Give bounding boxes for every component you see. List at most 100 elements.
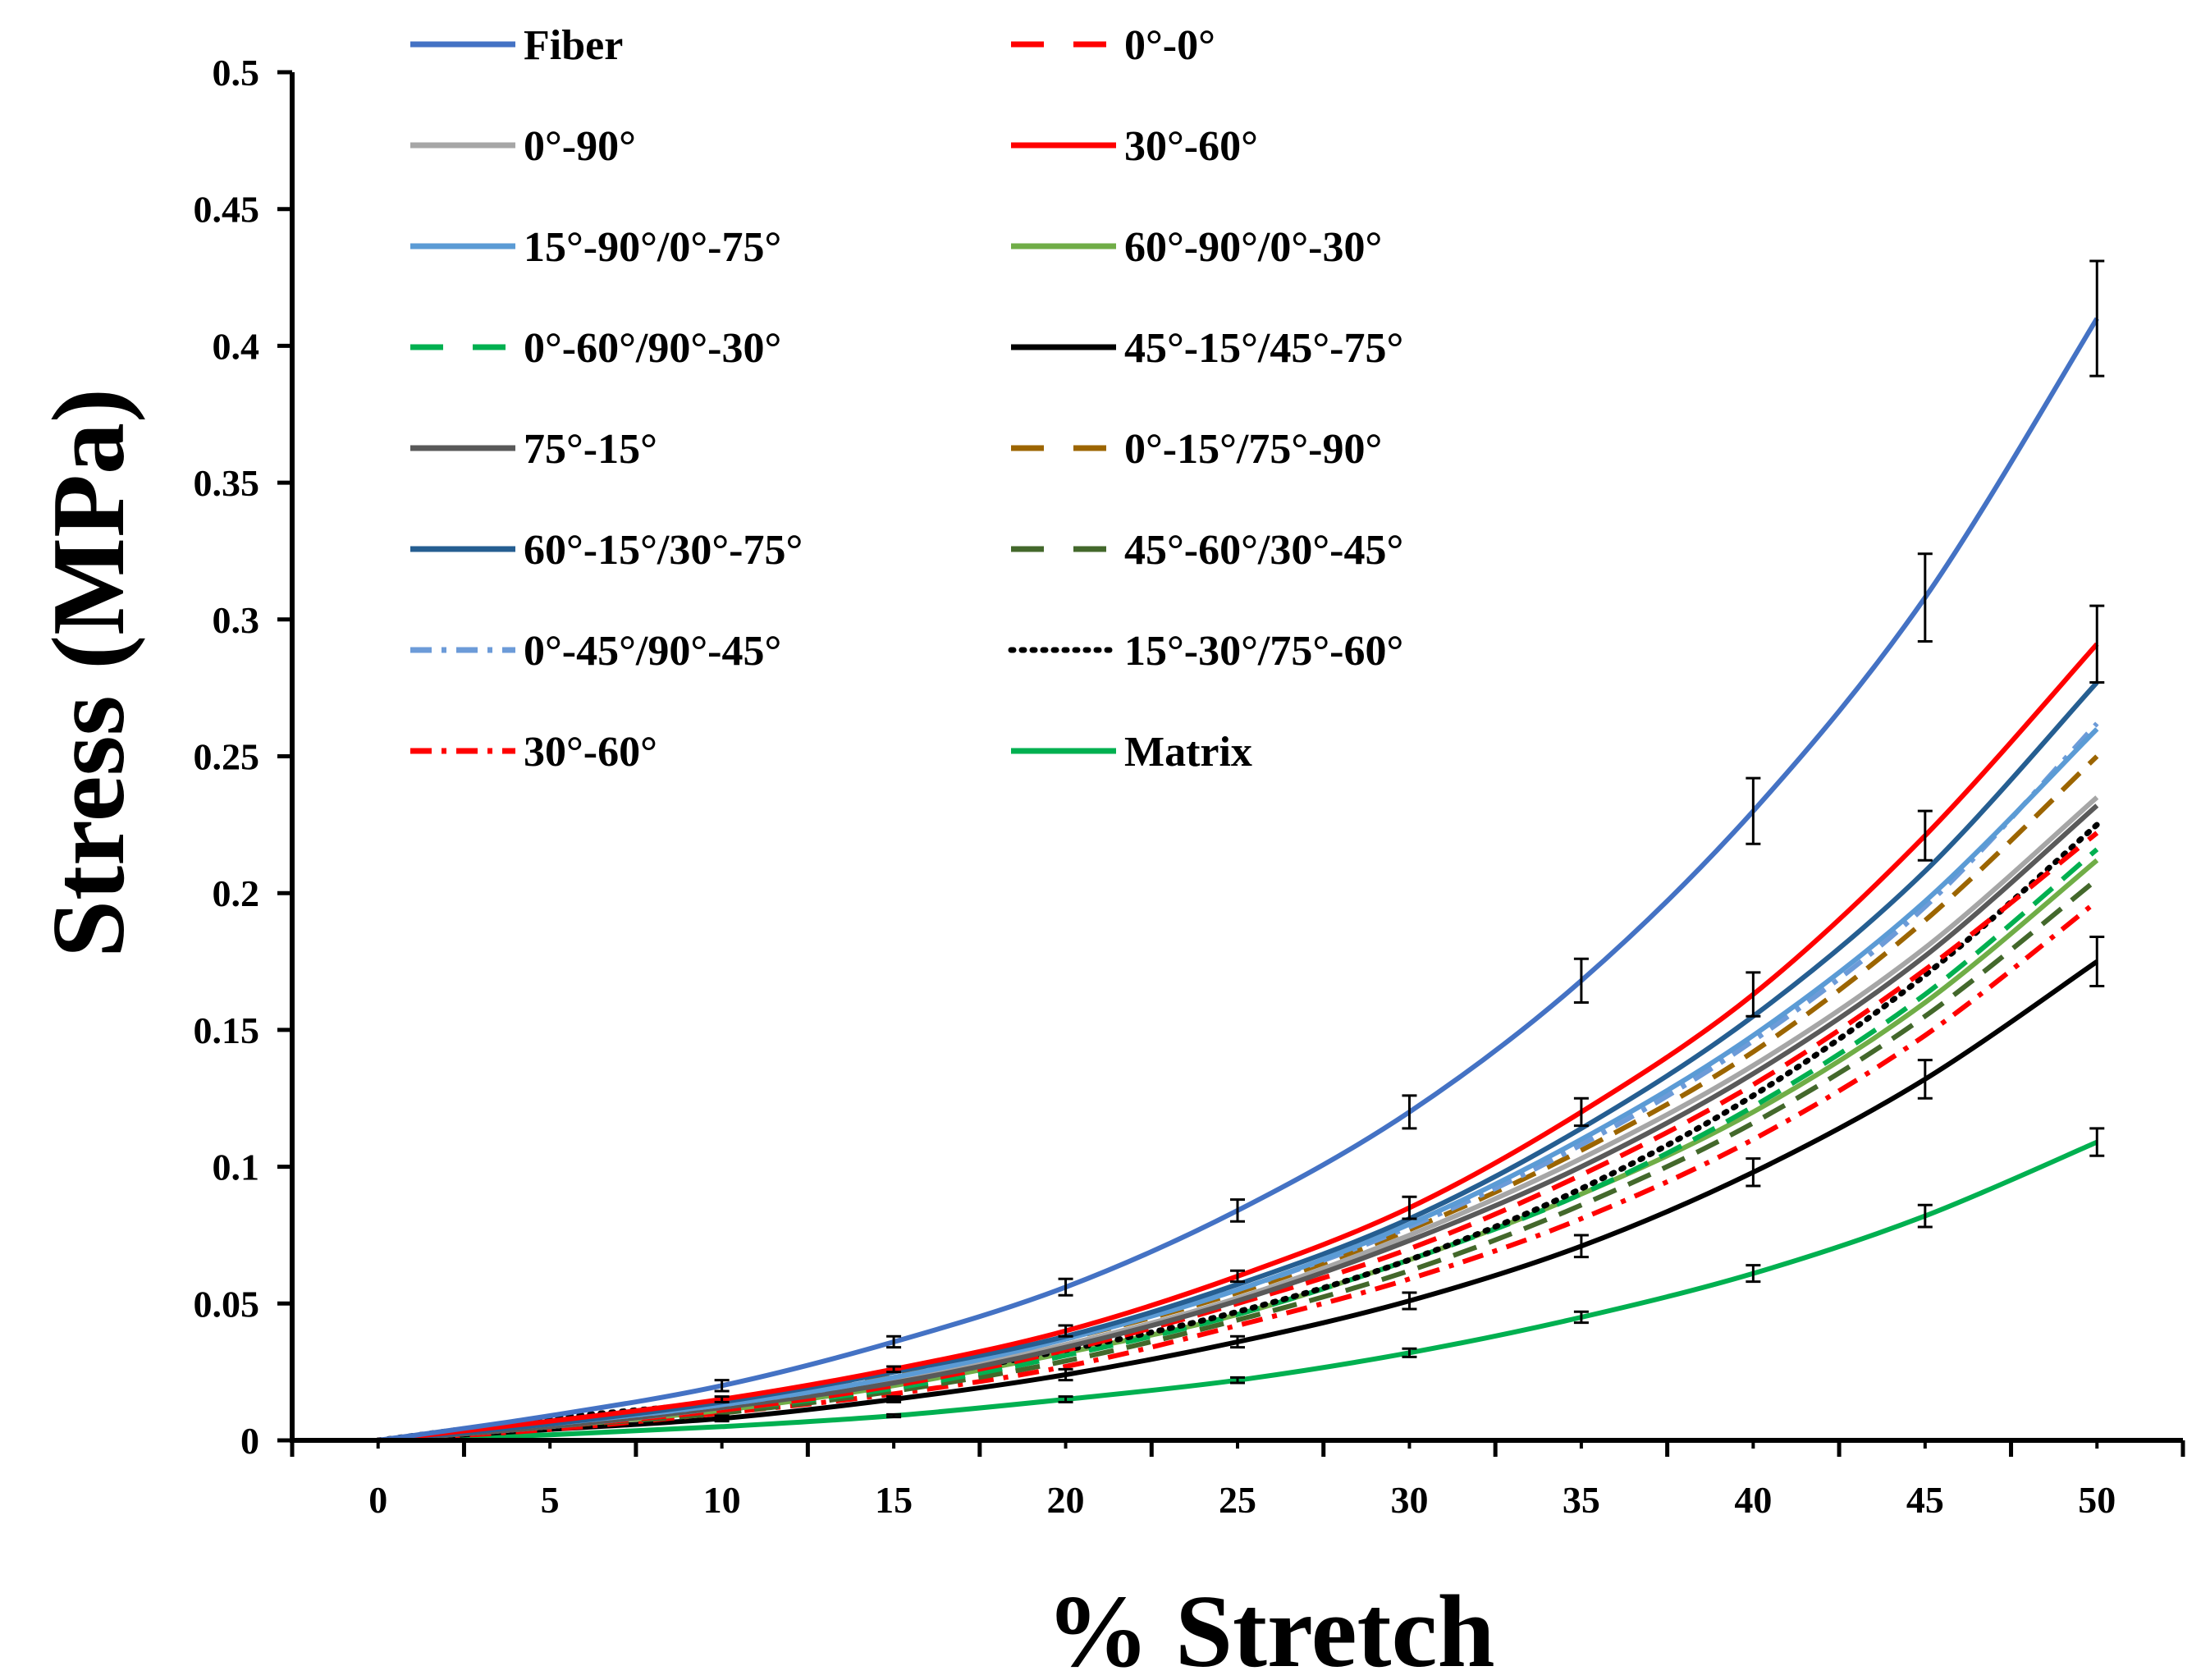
series-line-75-15-8 xyxy=(377,803,2099,1443)
errorbar-layer xyxy=(714,259,2105,1423)
legend-item-0-60-90-30-6: 0°-60°/90°-30° xyxy=(410,325,781,372)
y-tick-label: 0.25 xyxy=(194,736,260,778)
error-bar xyxy=(1230,1269,1245,1284)
series-line-45-60-30-45-11 xyxy=(377,877,2099,1443)
error-bar xyxy=(2089,1127,2105,1157)
error-bar xyxy=(1746,1157,1761,1188)
error-bar xyxy=(1230,1376,1245,1385)
legend-item-0-0-1: 0°-0° xyxy=(1011,22,1215,69)
x-tick-label: 10 xyxy=(703,1479,741,1521)
series-line-45-15-45-75-7 xyxy=(377,959,2098,1443)
legend-item-30-60-14: 30°-60° xyxy=(410,729,657,776)
series-line-0-45-90-45-12 xyxy=(377,721,2099,1443)
legend-label: 30°-60° xyxy=(524,729,657,776)
error-bar xyxy=(714,1395,730,1403)
error-bar xyxy=(1402,1195,1417,1220)
legend-label: 0°-15°/75°-90° xyxy=(1124,426,1382,473)
legend-label: 15°-30°/75°-60° xyxy=(1124,628,1403,675)
legend-item-30-60-3: 30°-60° xyxy=(1011,123,1258,170)
error-bar xyxy=(1573,957,1589,1005)
error-bar xyxy=(1573,1234,1589,1259)
legend-item-60-15-30-75-10: 60°-15°/30°-75° xyxy=(410,527,803,574)
x-tick-label: 50 xyxy=(2078,1479,2116,1521)
error-bar xyxy=(1573,1096,1589,1128)
error-bar xyxy=(2089,259,2105,378)
error-bar xyxy=(886,1395,902,1403)
tick-labels: 0 0.05 0.1 0.15 0.2 0.25 0.3 0.35 0.4 0.45 0.5 0 5 10… xyxy=(194,52,2116,1521)
series-line-fiber-0 xyxy=(377,317,2099,1443)
error-bar xyxy=(1917,1059,1933,1100)
y-axis-title: Stress (MPa) xyxy=(32,388,146,958)
legend-label: 0°-60°/90°-30° xyxy=(524,325,781,372)
y-tick-label: 0.5 xyxy=(213,52,260,94)
error-bar xyxy=(1402,1347,1417,1358)
error-bar xyxy=(886,1412,902,1419)
y-tick-label: 0.4 xyxy=(213,325,260,367)
error-bar xyxy=(714,1414,730,1423)
legend-label: 30°-60° xyxy=(1124,123,1258,170)
series-line-60-15-30-75-10 xyxy=(377,680,2099,1443)
series-line-0-60-90-30-6 xyxy=(377,847,2099,1443)
error-bar xyxy=(1917,1203,1933,1229)
legend-item-fiber-0: Fiber xyxy=(410,22,623,69)
axes xyxy=(277,70,2185,1457)
legend-item-0-90-2: 0°-90° xyxy=(410,123,636,170)
series-line-30-60-14 xyxy=(377,899,2099,1443)
error-bar xyxy=(1058,1277,1073,1297)
error-bar xyxy=(1746,971,1761,1018)
series-line-0-0-1 xyxy=(377,831,2099,1443)
error-bar xyxy=(1230,1334,1245,1349)
error-bar xyxy=(1058,1395,1073,1403)
x-tick-label: 40 xyxy=(1734,1479,1772,1521)
y-tick-label: 0.1 xyxy=(213,1147,260,1188)
legend-label: Fiber xyxy=(524,22,623,69)
legend-label: 45°-60°/30°-45° xyxy=(1124,527,1403,574)
x-tick-label: 5 xyxy=(541,1479,560,1521)
legend-label: Matrix xyxy=(1124,729,1252,776)
error-bar xyxy=(1573,1310,1589,1325)
legend-label: 60°-90°/0°-30° xyxy=(1124,224,1382,271)
y-tick-label: 0.05 xyxy=(194,1283,260,1325)
legend-label: 60°-15°/30°-75° xyxy=(524,527,803,574)
error-bar xyxy=(2089,604,2105,684)
error-bar xyxy=(1058,1367,1073,1382)
legend-item-45-15-45-75-7: 45°-15°/45°-75° xyxy=(1011,325,1403,372)
legend-item-75-15-8: 75°-15° xyxy=(410,426,657,473)
legend-label: 45°-15°/45°-75° xyxy=(1124,325,1403,372)
series-layer xyxy=(375,317,2100,1444)
error-bar xyxy=(886,1365,902,1374)
legend-item-0-45-90-45-12: 0°-45°/90°-45° xyxy=(410,628,781,675)
x-tick-label: 15 xyxy=(875,1479,913,1521)
y-tick-label: 0.15 xyxy=(194,1009,260,1051)
legend-label: 75°-15° xyxy=(524,426,657,473)
error-bar xyxy=(1402,1291,1417,1311)
error-bar xyxy=(1402,1094,1417,1130)
legend: Fiber 0°-0° 0°-90° 30°-60° 15°-90°/0°-75° 60°… xyxy=(410,22,1403,776)
y-tick-label: 0.2 xyxy=(213,872,260,914)
legend-item-45-60-30-45-11: 45°-60°/30°-45° xyxy=(1011,527,1403,574)
error-bar xyxy=(1058,1324,1073,1338)
y-tick-label: 0.3 xyxy=(213,599,260,641)
legend-item-60-90-0-30-5: 60°-90°/0°-30° xyxy=(1011,224,1382,271)
x-tick-label: 20 xyxy=(1047,1479,1085,1521)
y-tick-label: 0 xyxy=(240,1420,259,1462)
error-bar xyxy=(1746,776,1761,845)
legend-item-15-30-75-60-13: 15°-30°/75°-60° xyxy=(1008,628,1403,675)
error-bar xyxy=(886,1334,902,1349)
series-line-30-60-3 xyxy=(377,642,2099,1443)
error-bar xyxy=(1230,1198,1245,1223)
error-bar xyxy=(2089,936,2105,988)
series-line-15-90-0-75-4 xyxy=(377,727,2099,1443)
x-tick-label: 25 xyxy=(1219,1479,1256,1521)
legend-item-0-15-75-90-9: 0°-15°/75°-90° xyxy=(1011,426,1382,473)
legend-label: 0°-90° xyxy=(524,123,636,170)
x-tick-label: 45 xyxy=(1906,1479,1944,1521)
error-bar xyxy=(1917,809,1933,862)
x-axis-title: % Stretch xyxy=(1046,1575,1494,1680)
legend-label: 0°-45°/90°-45° xyxy=(524,628,781,675)
legend-label: 15°-90°/0°-75° xyxy=(524,224,781,271)
legend-item-15-90-0-75-4: 15°-90°/0°-75° xyxy=(410,224,781,271)
x-tick-label: 0 xyxy=(368,1479,387,1521)
x-tick-label: 30 xyxy=(1390,1479,1428,1521)
legend-label: 0°-0° xyxy=(1124,22,1215,69)
